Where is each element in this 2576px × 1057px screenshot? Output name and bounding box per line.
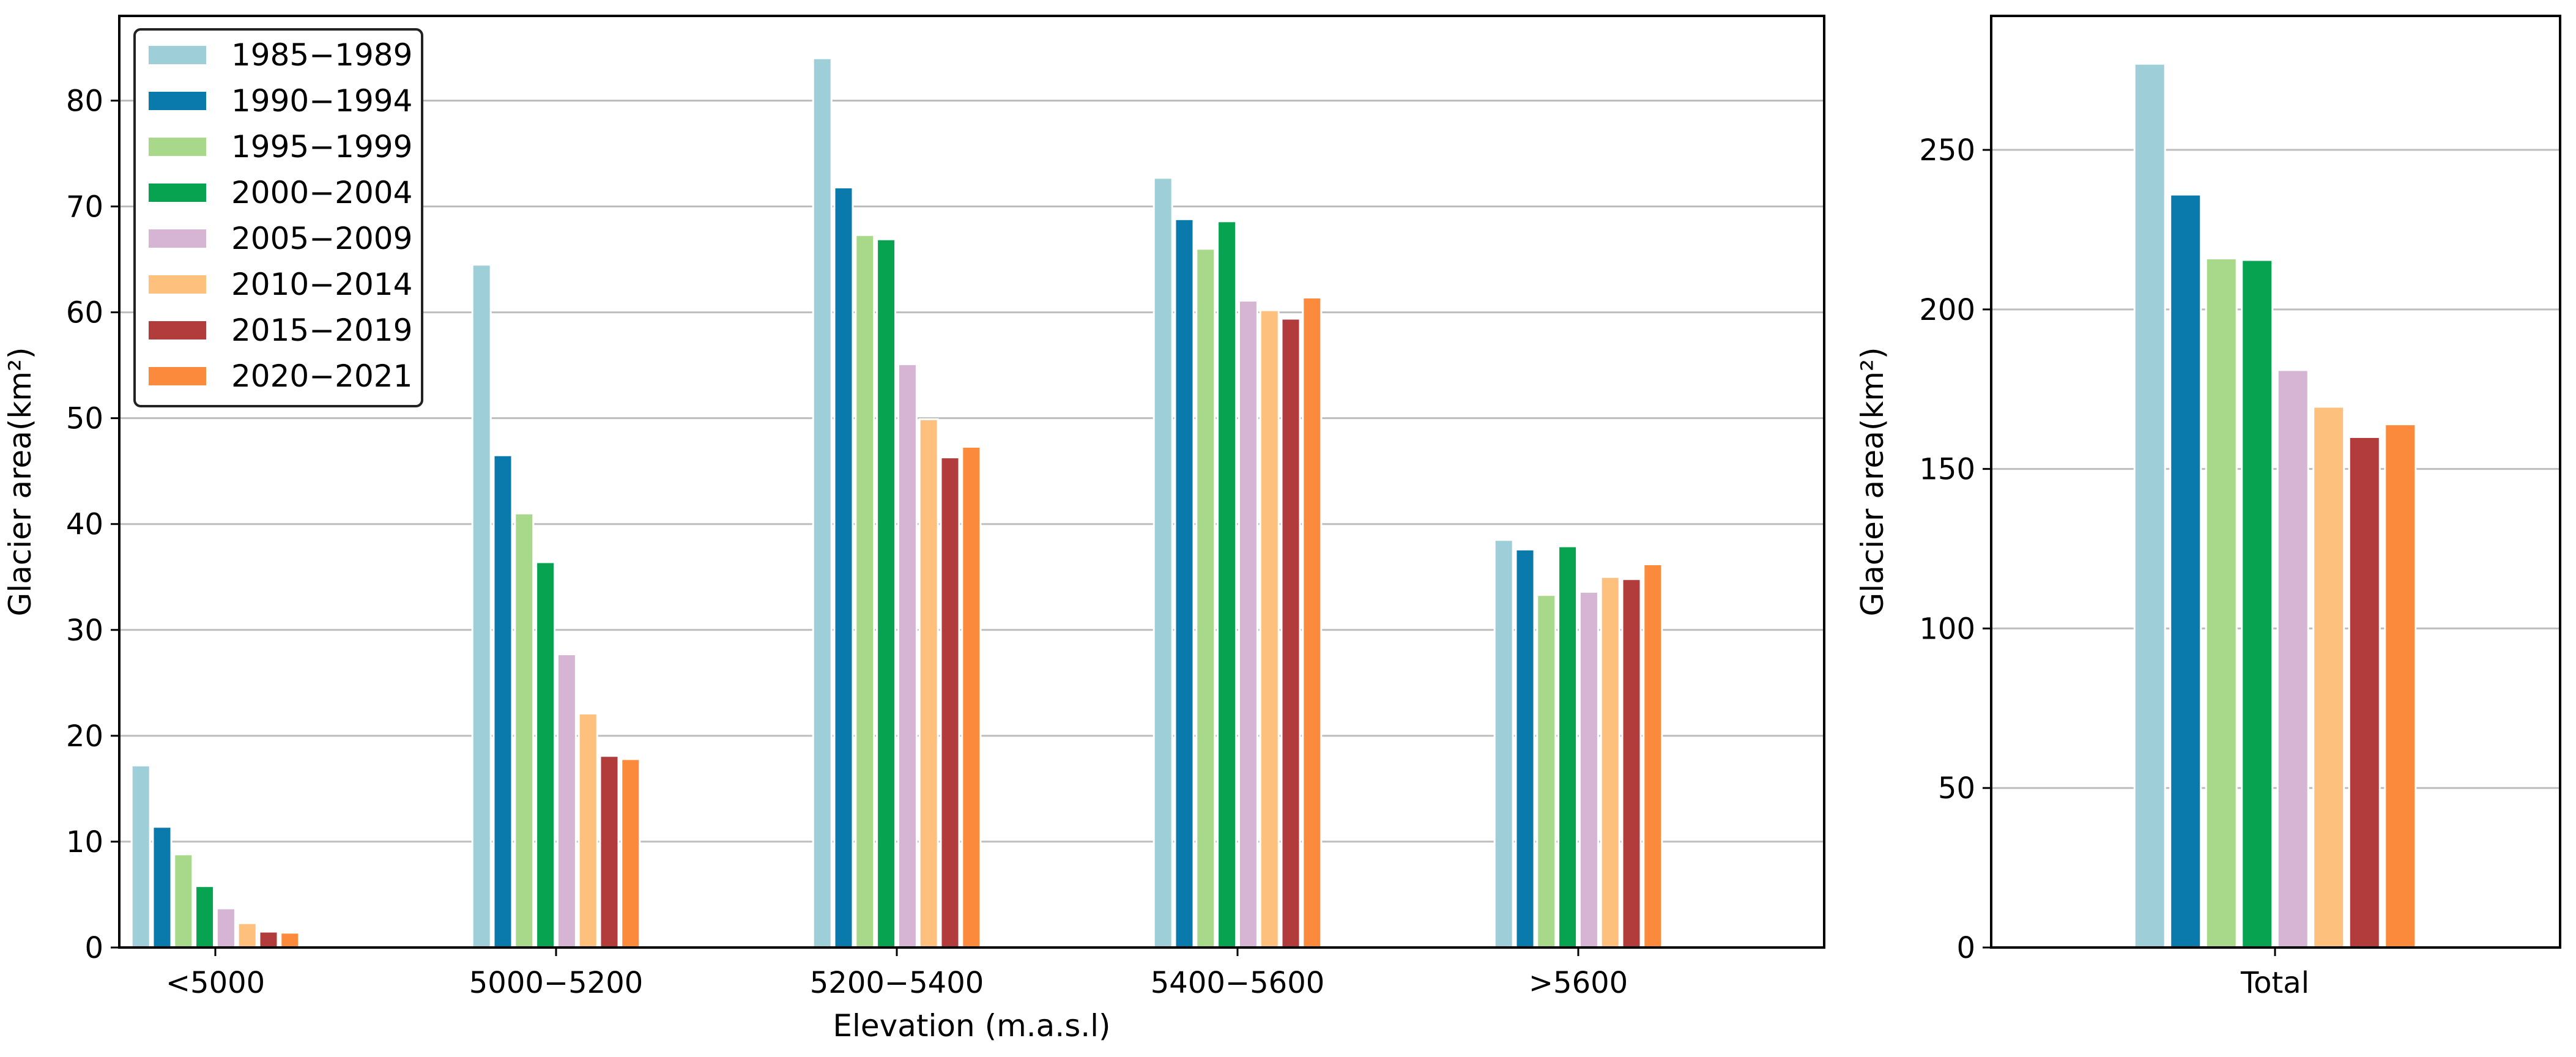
legend-swatch-2015-2019 — [149, 321, 206, 339]
y-tick-label: 0 — [1956, 931, 1975, 965]
bar-5000-2005-2009 — [215, 907, 236, 949]
bar-5600-2020-2021 — [1642, 563, 1663, 949]
bar-total-1985-1989 — [2133, 62, 2166, 949]
bar-5000-1990-1994 — [152, 826, 173, 949]
bar-5000-5200-2010-2014 — [577, 713, 598, 949]
bar-5000-5200-2015-2019 — [599, 755, 620, 949]
bar-5000-1985-1989 — [130, 764, 151, 949]
bar-5400-5600-2015-2019 — [1280, 317, 1301, 949]
y-tick-label: 250 — [1919, 133, 1975, 168]
legend-label: 2015−2019 — [231, 313, 412, 348]
y-tick-label: 20 — [66, 719, 103, 754]
x-tick-label: 5400−5600 — [1151, 966, 1325, 1000]
x-tick-label: 5000−5200 — [469, 966, 644, 1000]
bar-5000-5200-1985-1989 — [471, 264, 492, 949]
legend-label: 2020−2021 — [231, 358, 412, 394]
bar-5000-1995-1999 — [173, 853, 194, 949]
legend-box — [133, 28, 423, 407]
bar-5600-1995-1999 — [1536, 594, 1557, 949]
legend-swatch-1985-1989 — [149, 46, 206, 64]
elevation-bar-chart: 0 10 20 30 40 50 60 70 80 <5000 5000−5200 5200−5400… — [2, 15, 1825, 1044]
y-tick-label: 150 — [1919, 453, 1975, 487]
bar-5400-5600-2010-2014 — [1259, 309, 1280, 949]
legend-swatch-2005-2009 — [149, 229, 206, 248]
bar-5000-2015-2019 — [258, 930, 279, 949]
y-tick-label: 50 — [1938, 771, 1975, 806]
y-axis-title: Glacier area(km²) — [2, 347, 38, 616]
bar-5600-2005-2009 — [1578, 590, 1599, 949]
bar-5200-5400-1990-1994 — [833, 186, 854, 949]
bar-total-2005-2009 — [2276, 369, 2309, 949]
legend-label: 1995−1999 — [231, 129, 412, 165]
legend-swatch-2000-2004 — [149, 184, 206, 202]
bar-total-2000-2004 — [2241, 259, 2274, 949]
legend-label: 2010−2014 — [231, 267, 412, 302]
bar-5200-5400-2005-2009 — [897, 363, 918, 949]
bar-5000-2020-2021 — [280, 932, 300, 949]
y-tick-label: 30 — [66, 614, 103, 648]
total-bar-chart: 0 50 100 150 200 250 Total Glacier area(km²) — [1855, 15, 2561, 1000]
legend-swatch-2020-2021 — [149, 367, 206, 385]
bar-5600-1985-1989 — [1493, 539, 1514, 949]
bar-5200-5400-2020-2021 — [961, 445, 982, 949]
bar-5000-5200-2000-2004 — [535, 561, 556, 949]
bar-5400-5600-2005-2009 — [1238, 300, 1258, 949]
bar-5600-2015-2019 — [1621, 578, 1642, 949]
legend-swatch-2010-2014 — [149, 275, 206, 294]
bar-5200-5400-1995-1999 — [855, 234, 875, 949]
legend-label: 2000−2004 — [231, 175, 412, 210]
x-tick-label: >5600 — [1529, 966, 1628, 1000]
bar-5200-5400-2015-2019 — [940, 456, 960, 949]
x-tick-label: Total — [2240, 966, 2309, 1000]
y-axis-title: Glacier area(km²) — [1855, 347, 1890, 616]
y-tick-label: 60 — [66, 296, 103, 330]
y-tick-label: 10 — [66, 825, 103, 859]
y-tick-label: 40 — [66, 508, 103, 542]
bar-5400-5600-1985-1989 — [1153, 177, 1173, 949]
bar-5000-5200-1995-1999 — [514, 512, 535, 949]
bar-5000-2000-2004 — [195, 885, 215, 949]
x-tick-label: 5200−5400 — [810, 966, 984, 1000]
y-tick-label: 200 — [1919, 293, 1975, 327]
plot-frame — [1990, 15, 2561, 949]
legend-label: 2005−2009 — [231, 221, 412, 256]
y-tick-label: 70 — [66, 190, 103, 224]
bar-total-2020-2021 — [2384, 423, 2417, 949]
bar-5400-5600-1995-1999 — [1195, 248, 1216, 949]
plot-frame — [118, 15, 1825, 949]
bar-total-2015-2019 — [2348, 436, 2381, 949]
bar-5000-5200-2005-2009 — [556, 653, 577, 949]
y-tick-label: 80 — [66, 84, 103, 118]
y-tick-label: 0 — [84, 931, 103, 965]
legend-label: 1985−1989 — [231, 37, 412, 73]
bar-5200-5400-2000-2004 — [876, 238, 897, 949]
legend-swatch-1995-1999 — [149, 138, 206, 156]
bar-total-1995-1999 — [2205, 257, 2238, 949]
y-tick-label: 100 — [1919, 612, 1975, 646]
bar-5200-5400-2010-2014 — [918, 418, 939, 949]
legend-label: 1990−1994 — [231, 83, 412, 119]
bar-5400-5600-1990-1994 — [1174, 218, 1195, 949]
y-tick-label: 50 — [66, 402, 103, 436]
bar-5400-5600-2020-2021 — [1302, 296, 1323, 949]
bar-total-2010-2014 — [2312, 406, 2345, 949]
bar-5000-2010-2014 — [237, 922, 258, 949]
bar-5600-2010-2014 — [1600, 576, 1620, 949]
legend-swatch-1990-1994 — [149, 92, 206, 110]
bar-5600-2000-2004 — [1557, 545, 1578, 949]
bar-5000-5200-2020-2021 — [620, 758, 641, 949]
x-axis-title: Elevation (m.a.s.l) — [833, 1008, 1110, 1044]
bar-5000-5200-1990-1994 — [492, 454, 513, 949]
bar-5400-5600-2000-2004 — [1217, 220, 1238, 949]
legend: 1985−1989 1990−1994 1995−1999 2000−2004 2005… — [133, 28, 423, 407]
x-tick-label: <5000 — [166, 966, 265, 1000]
bar-5600-1990-1994 — [1515, 548, 1535, 949]
bar-total-1990-1994 — [2169, 193, 2202, 949]
bar-5200-5400-1985-1989 — [812, 57, 833, 949]
